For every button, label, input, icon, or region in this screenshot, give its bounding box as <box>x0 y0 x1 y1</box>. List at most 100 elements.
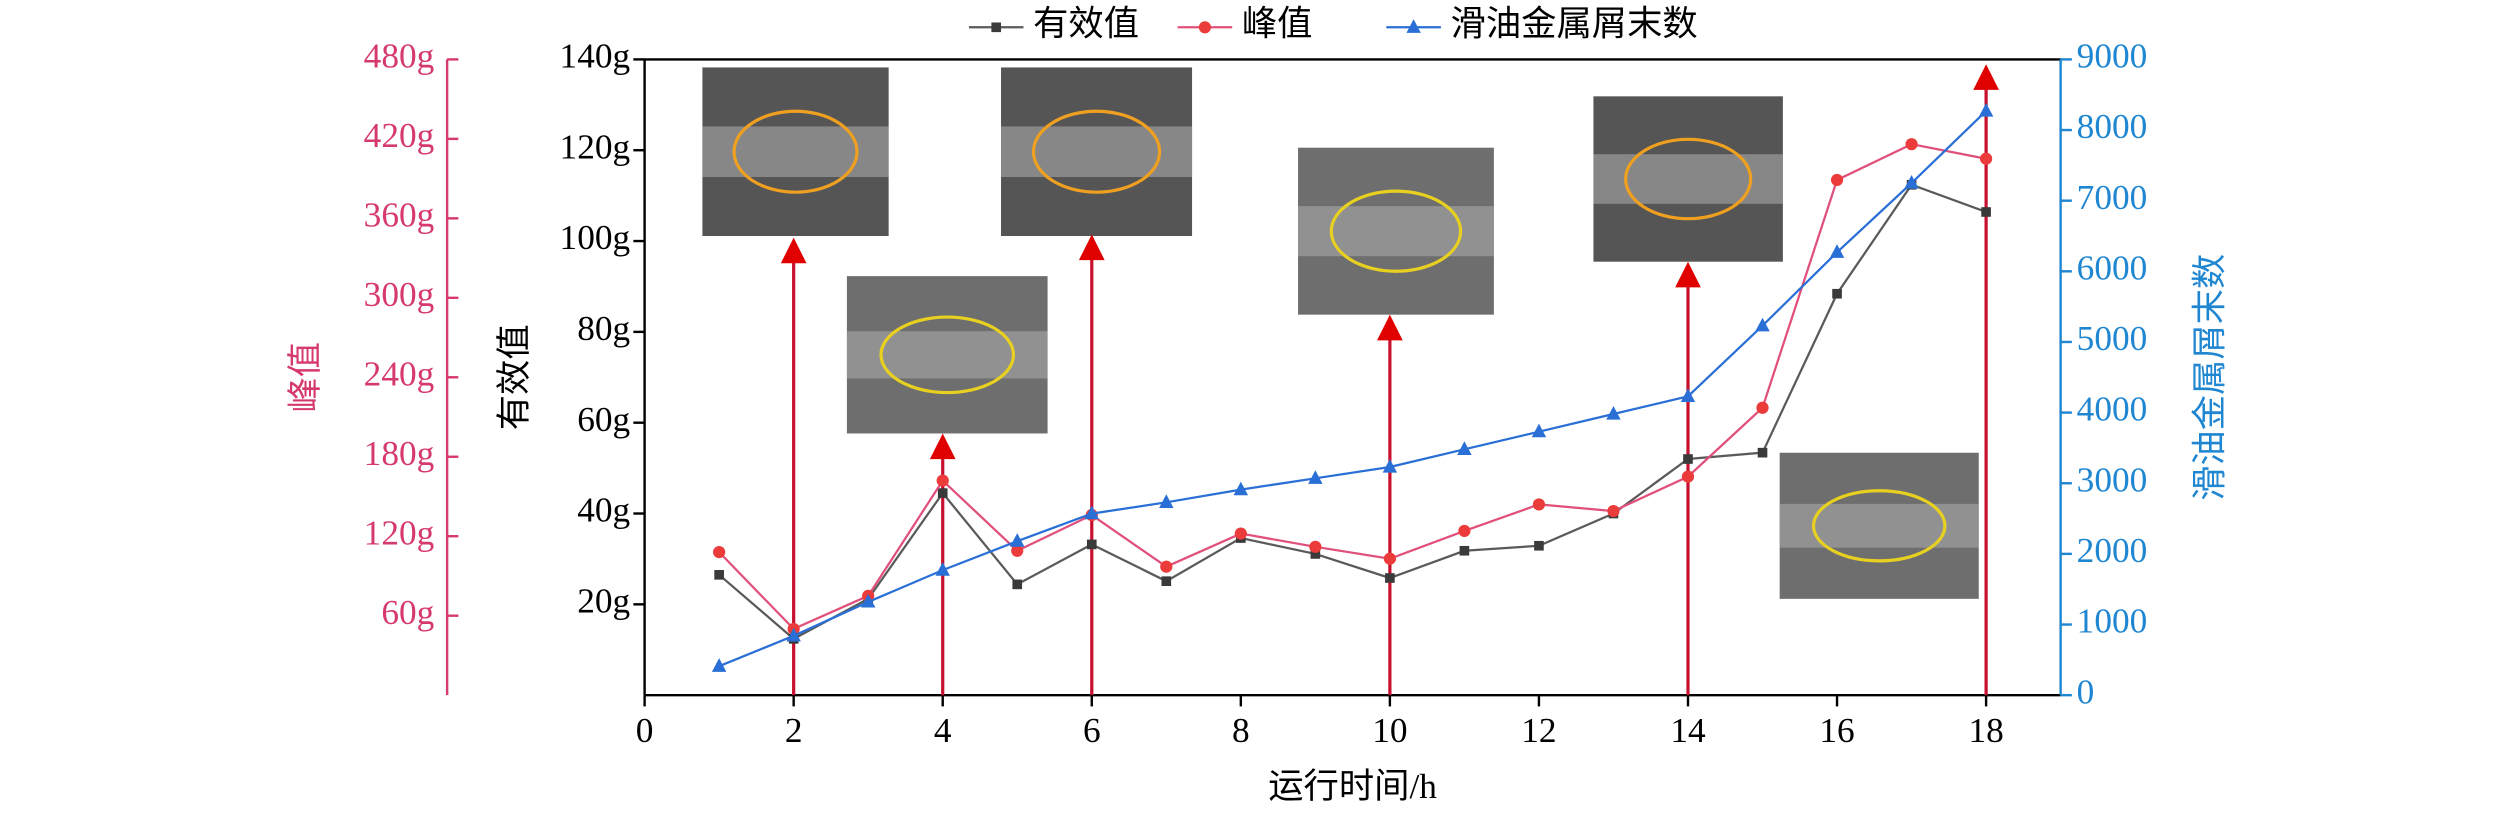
photo-band <box>1001 126 1193 178</box>
data-point <box>1161 576 1172 587</box>
data-point <box>1680 388 1696 402</box>
data-point <box>1011 544 1024 557</box>
data-point <box>1457 441 1472 455</box>
data-point <box>936 474 949 487</box>
x-tick-label: 8 <box>1232 711 1250 750</box>
data-point <box>1382 458 1398 473</box>
x-tick-label: 16 <box>1819 711 1854 750</box>
data-point <box>1310 549 1321 559</box>
data-point <box>1832 288 1842 299</box>
y3-tick-label: 180g <box>364 434 435 473</box>
y2-tick-label: 6000 <box>2077 248 2148 287</box>
arrow-head <box>780 237 807 264</box>
x-tick-label: 0 <box>636 711 654 750</box>
y2-tick-label: 4000 <box>2077 390 2148 429</box>
data-point <box>1978 102 1994 117</box>
data-point <box>1756 401 1769 414</box>
x-axis-title: 运行时间/h <box>1268 767 1437 806</box>
data-point <box>1532 498 1546 511</box>
data-point <box>786 627 801 642</box>
arrow-head <box>1078 234 1105 261</box>
y3-tick-label: 300g <box>364 275 435 314</box>
x-tick-label: 14 <box>1670 711 1706 750</box>
y2-tick-label: 5000 <box>2077 319 2148 358</box>
data-point <box>1981 207 1991 217</box>
arrow-head <box>1377 314 1403 341</box>
data-point <box>1980 152 1993 165</box>
y3-tick-label: 120g <box>364 513 435 552</box>
data-point <box>713 546 726 559</box>
data-point <box>1308 470 1323 484</box>
y3-tick-label: 60g <box>381 593 434 632</box>
legend-marker <box>1406 19 1421 33</box>
data-point <box>1084 505 1099 520</box>
y2-tick-label: 1000 <box>2077 602 2148 641</box>
x-tick-label: 12 <box>1521 711 1556 750</box>
photo-circle <box>879 315 1016 395</box>
arrow-head <box>1675 261 1701 288</box>
photo-circle <box>1031 109 1162 194</box>
legend-label: 有效值 <box>1033 4 1139 43</box>
y-tick-label: 120g <box>560 127 631 166</box>
y2-tick-label: 7000 <box>2077 178 2148 217</box>
data-point <box>714 570 724 580</box>
x-tick-label: 10 <box>1372 711 1407 750</box>
data-point <box>1458 524 1471 538</box>
data-point <box>1234 527 1247 540</box>
data-point <box>1681 470 1695 483</box>
y-tick-label: 60g <box>577 400 630 439</box>
data-point <box>1012 579 1023 590</box>
y-tick-label: 20g <box>577 581 630 620</box>
data-point <box>1755 317 1770 332</box>
data-point <box>1683 454 1693 464</box>
y2-tick-label: 8000 <box>2077 107 2148 146</box>
data-point <box>1829 244 1845 258</box>
data-point <box>1534 540 1544 551</box>
photo-band <box>846 331 1048 379</box>
data-point <box>1606 405 1621 420</box>
legend-label: 滑油金属屑末数 <box>1451 4 1698 43</box>
y2-tick-label: 9000 <box>2077 37 2148 76</box>
data-point <box>1459 545 1470 556</box>
series-line <box>718 183 1987 641</box>
x-tick-label: 4 <box>934 711 952 750</box>
data-point <box>1159 494 1174 508</box>
legend-label: 峰值 <box>1242 4 1313 43</box>
data-point <box>1233 481 1249 496</box>
y-axis-title: 有效值 <box>495 324 534 430</box>
data-point <box>935 562 950 576</box>
x-tick-label: 18 <box>1968 711 2003 750</box>
arrow-head <box>1973 64 1999 90</box>
data-point <box>1385 573 1395 583</box>
y-tick-label: 40g <box>577 491 630 530</box>
legend-marker <box>991 22 1002 33</box>
data-point <box>1607 504 1620 518</box>
data-point <box>937 488 948 498</box>
y-tick-label: 80g <box>577 309 630 348</box>
series-line <box>718 142 1987 631</box>
data-point <box>1010 533 1025 547</box>
photo-circle <box>1811 489 1947 563</box>
photo-band <box>1298 206 1494 257</box>
photo-band <box>1779 503 1979 548</box>
y-tick-label: 140g <box>560 37 631 76</box>
data-point <box>1383 552 1396 565</box>
y3-axis-title: 峰值 <box>286 342 325 413</box>
series-line <box>718 110 1987 668</box>
photo-circle <box>1329 189 1463 273</box>
y3-tick-label: 360g <box>364 195 435 234</box>
photo-band <box>702 126 889 178</box>
photo-insets <box>702 67 1979 599</box>
data-point <box>860 593 876 608</box>
data-point <box>1904 174 1919 189</box>
data-point <box>711 658 727 672</box>
legend-marker <box>1198 21 1212 34</box>
y2-tick-label: 2000 <box>2077 531 2148 570</box>
data-point <box>1830 173 1844 187</box>
y2-tick-label: 0 <box>2077 672 2095 711</box>
y2-axis-title: 滑油金属屑末数 <box>2190 254 2229 501</box>
y3-tick-label: 480g <box>364 37 435 76</box>
data-point <box>1160 560 1173 573</box>
